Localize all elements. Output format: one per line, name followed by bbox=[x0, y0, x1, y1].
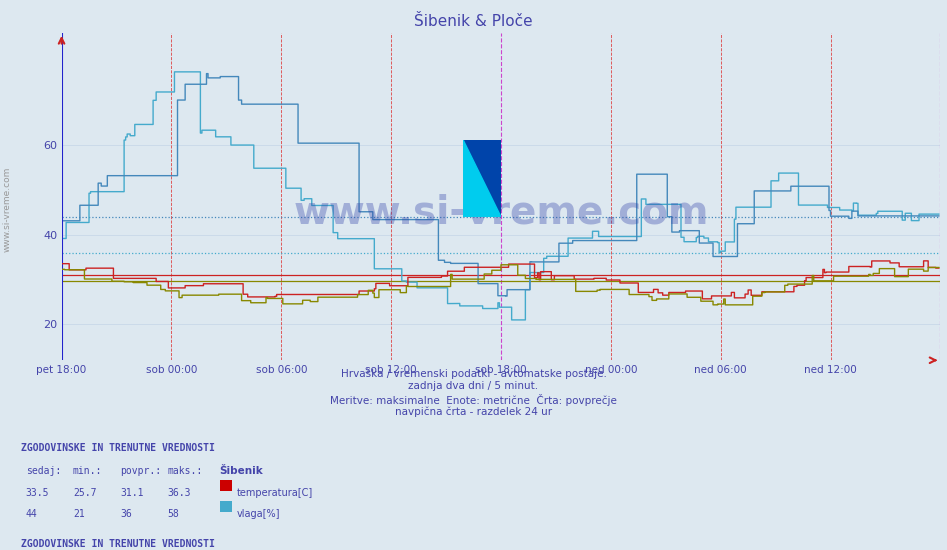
Text: www.si-vreme.com: www.si-vreme.com bbox=[3, 166, 12, 252]
Text: ZGODOVINSKE IN TRENUTNE VREDNOSTI: ZGODOVINSKE IN TRENUTNE VREDNOSTI bbox=[21, 443, 215, 453]
Text: Meritve: maksimalne  Enote: metrične  Črta: povprečje: Meritve: maksimalne Enote: metrične Črta… bbox=[331, 394, 616, 406]
Text: 44: 44 bbox=[26, 509, 37, 519]
Text: ZGODOVINSKE IN TRENUTNE VREDNOSTI: ZGODOVINSKE IN TRENUTNE VREDNOSTI bbox=[21, 539, 215, 549]
Text: Hrvaška / vremenski podatki - avtomatske postaje.: Hrvaška / vremenski podatki - avtomatske… bbox=[341, 368, 606, 379]
Text: 58: 58 bbox=[168, 509, 179, 519]
Text: sedaj:: sedaj: bbox=[26, 466, 61, 476]
Text: Šibenik: Šibenik bbox=[220, 466, 263, 476]
Text: 25.7: 25.7 bbox=[73, 488, 97, 498]
Text: www.si-vreme.com: www.si-vreme.com bbox=[294, 194, 708, 232]
Text: maks.:: maks.: bbox=[168, 466, 203, 476]
Text: 21: 21 bbox=[73, 509, 84, 519]
Text: Šibenik & Ploče: Šibenik & Ploče bbox=[414, 14, 533, 29]
Polygon shape bbox=[463, 140, 501, 217]
Text: min.:: min.: bbox=[73, 466, 102, 476]
Text: 31.1: 31.1 bbox=[120, 488, 144, 498]
Text: 36: 36 bbox=[120, 509, 132, 519]
Text: vlaga[%]: vlaga[%] bbox=[237, 509, 280, 519]
Text: temperatura[C]: temperatura[C] bbox=[237, 488, 313, 498]
Text: 33.5: 33.5 bbox=[26, 488, 49, 498]
Text: povpr.:: povpr.: bbox=[120, 466, 161, 476]
Polygon shape bbox=[463, 140, 501, 217]
Text: navpična črta - razdelek 24 ur: navpična črta - razdelek 24 ur bbox=[395, 407, 552, 417]
Text: zadnja dva dni / 5 minut.: zadnja dva dni / 5 minut. bbox=[408, 381, 539, 391]
Text: 36.3: 36.3 bbox=[168, 488, 191, 498]
